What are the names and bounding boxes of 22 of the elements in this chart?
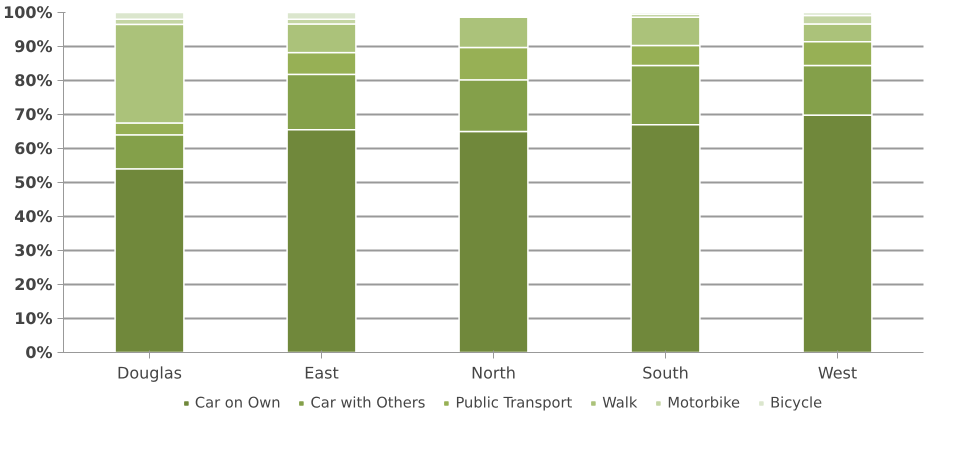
y-tick-label: 40% (14, 207, 52, 226)
x-tick-label: East (304, 364, 339, 382)
legend-label: Walk (602, 394, 638, 412)
y-tick-label: 30% (14, 241, 52, 260)
y-tick-label: 0% (25, 343, 53, 362)
legend-label: Public Transport (455, 394, 572, 412)
x-tick-label: Douglas (117, 364, 182, 382)
y-tick-label: 60% (14, 139, 52, 158)
y-tick-label: 10% (14, 309, 52, 328)
x-tick-label: North (471, 364, 516, 382)
legend-label: Car with Others (310, 394, 426, 412)
legend-label: Car on Own (194, 394, 281, 412)
y-tick-label: 20% (14, 275, 52, 294)
x-tick-label: West (818, 364, 858, 382)
y-tick-label: 80% (14, 71, 52, 90)
x-tick-label: South (642, 364, 689, 382)
y-tick-label: 90% (14, 37, 52, 56)
legend-label: Motorbike (667, 394, 740, 412)
y-tick-label: 100% (3, 3, 53, 22)
legend-label: Bicycle (770, 394, 822, 412)
y-tick-label: 70% (14, 105, 52, 124)
y-tick-label: 50% (14, 173, 52, 192)
